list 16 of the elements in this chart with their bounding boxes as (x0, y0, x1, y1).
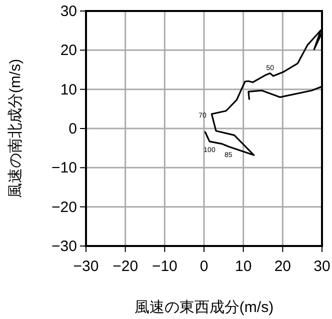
y-tick-label: 30 (60, 3, 77, 20)
y-tick-label: 20 (60, 42, 77, 60)
x-tick-label: −10 (152, 258, 178, 275)
y-tick-label: 0 (68, 120, 77, 138)
y-axis-title: 風速の南北成分(m/s) (7, 58, 24, 198)
y-tick-label: −20 (52, 198, 77, 216)
x-tick-label: 0 (200, 258, 208, 275)
x-tick-label: −30 (73, 258, 99, 275)
x-tick-label: 30 (314, 258, 330, 275)
y-tick-label: −10 (52, 160, 77, 177)
x-tick-label: 20 (274, 258, 292, 275)
x-axis-title: 風速の東西成分(m/s) (134, 299, 274, 316)
y-tick-label: −30 (52, 238, 77, 255)
y-tick-label: 10 (60, 81, 77, 98)
x-tick-label: 10 (234, 258, 252, 275)
x-tick-label: −20 (112, 258, 138, 275)
